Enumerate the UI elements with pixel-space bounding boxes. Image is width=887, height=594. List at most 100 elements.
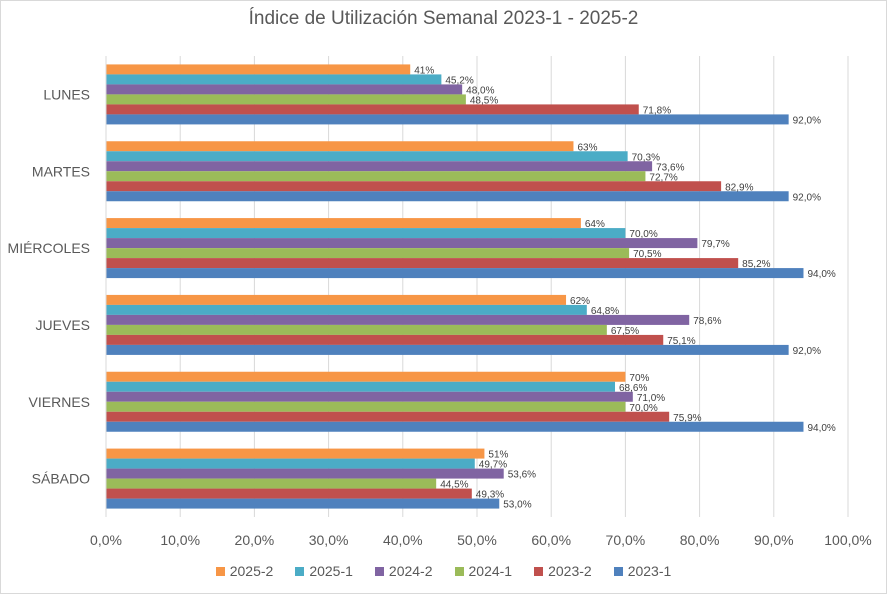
legend: 2025-2 2025-1 2024-2 2024-1 2023-2 2023-1 [0, 563, 887, 579]
bar-2024-2-martes [106, 161, 653, 172]
legend-swatch [215, 566, 225, 576]
category-label: MIÉRCOLES [8, 240, 90, 256]
bar-2024-1-martes [106, 171, 646, 182]
bar-2024-1-miércoles [106, 248, 630, 259]
legend-label: 2023-2 [548, 563, 592, 579]
data-label: 92,0% [793, 192, 821, 203]
bar-2024-2-jueves [106, 314, 690, 325]
bar-2023-2-sábado [106, 488, 472, 499]
data-label: 45,2% [445, 75, 473, 86]
data-label: 64% [585, 219, 605, 230]
data-label: 78,6% [693, 316, 721, 327]
bar-2025-1-miércoles [106, 228, 626, 239]
data-label: 75,9% [673, 413, 701, 424]
bar-2025-1-martes [106, 151, 628, 162]
bar-2023-1-lunes [106, 114, 789, 125]
legend-item: 2023-2 [534, 563, 592, 579]
category-label: LUNES [43, 86, 90, 102]
x-tick-label: 60,0% [531, 532, 571, 548]
legend-swatch [295, 566, 305, 576]
bar-2025-2-sábado [106, 448, 485, 459]
bar-2025-2-martes [106, 141, 574, 152]
bar-2025-2-jueves [106, 294, 567, 305]
category-label: SÁBADO [32, 471, 90, 487]
bar-2023-1-viernes [106, 421, 804, 432]
category-label: JUEVES [36, 317, 90, 333]
bar-2023-1-miércoles [106, 268, 804, 279]
bar-2024-1-lunes [106, 94, 466, 105]
legend-item: 2024-1 [454, 563, 513, 579]
x-tick-label: 80,0% [680, 532, 720, 548]
x-tick-label: 70,0% [606, 532, 646, 548]
legend-item: 2023-1 [613, 563, 672, 579]
legend-item: 2025-1 [295, 563, 353, 579]
bar-2024-1-sábado [106, 478, 437, 489]
bar-2023-2-jueves [106, 334, 664, 345]
bar-2024-2-lunes [106, 84, 463, 95]
chart-title: Índice de Utilización Semanal 2023-1 - 2… [248, 8, 639, 29]
data-label: 53,6% [508, 470, 536, 481]
data-label: 63% [577, 142, 597, 153]
data-label: 48,5% [470, 95, 498, 106]
data-label: 44,5% [440, 480, 468, 491]
data-label: 71,8% [643, 105, 671, 116]
data-label: 72,7% [649, 172, 677, 183]
bar-2023-2-martes [106, 181, 722, 192]
bar-2023-2-lunes [106, 104, 639, 115]
data-label: 71,0% [637, 393, 665, 404]
data-label: 82,9% [725, 182, 753, 193]
data-label: 92,0% [793, 115, 821, 126]
bar-2025-1-jueves [106, 304, 587, 315]
data-label: 73,6% [656, 162, 684, 173]
legend-swatch [374, 566, 384, 576]
legend-label: 2025-2 [229, 563, 274, 579]
data-label: 68,6% [619, 383, 647, 394]
data-label: 67,5% [611, 326, 639, 337]
legend-label: 2023-1 [627, 563, 672, 579]
bars [106, 64, 804, 509]
bar-2023-2-viernes [106, 411, 670, 422]
bar-2025-1-lunes [106, 74, 442, 85]
data-labels: 41% 45,2%48,0%48,5% 71,8% 92,0% 63% 70,3%73,6… [414, 65, 836, 510]
bar-2024-2-viernes [106, 391, 633, 402]
data-label: 64,8% [591, 306, 619, 317]
x-tick-label: 100,0% [824, 532, 871, 548]
x-tick-label: 50,0% [457, 532, 497, 548]
data-label: 48,0% [466, 85, 494, 96]
x-tick-label: 10,0% [160, 532, 200, 548]
gridlines [179, 56, 849, 517]
data-label: 92,0% [793, 346, 821, 357]
axes: 0,0% 10,0% 20,0% 30,0% 40,0% 50,0% 60,0% 70,0% 8… [8, 56, 872, 548]
data-label: 49,3% [476, 490, 504, 501]
bar-2023-2-miércoles [106, 258, 739, 269]
legend-item: 2025-2 [215, 563, 274, 579]
legend-swatch [454, 566, 464, 576]
bar-2025-1-sábado [106, 458, 475, 469]
data-label: 85,2% [742, 259, 770, 270]
data-label: 70% [629, 373, 649, 384]
bar-2023-1-sábado [106, 498, 500, 509]
bar-2024-1-jueves [106, 324, 607, 335]
data-label: 70,0% [629, 229, 657, 240]
bar-2025-2-lunes [106, 64, 411, 75]
data-label: 49,7% [479, 460, 507, 471]
bar-2025-1-viernes [106, 381, 616, 392]
bar-2024-2-miércoles [106, 238, 698, 249]
bar-2023-1-jueves [106, 344, 789, 355]
bar-2025-2-miércoles [106, 218, 581, 229]
bar-2024-1-viernes [106, 401, 626, 412]
data-label: 62% [570, 296, 590, 307]
data-label: 70,3% [632, 152, 660, 163]
legend-swatch [534, 566, 544, 576]
category-label: MARTES [32, 163, 90, 179]
legend-label: 2024-1 [468, 563, 513, 579]
bar-2025-2-viernes [106, 371, 626, 382]
legend-item: 2024-2 [374, 563, 433, 579]
data-label: 53,0% [503, 500, 531, 511]
data-label: 94,0% [807, 423, 835, 434]
data-label: 70,5% [633, 249, 661, 260]
bar-2023-1-martes [106, 191, 789, 202]
data-label: 70,0% [629, 403, 657, 414]
data-label: 41% [414, 65, 434, 76]
